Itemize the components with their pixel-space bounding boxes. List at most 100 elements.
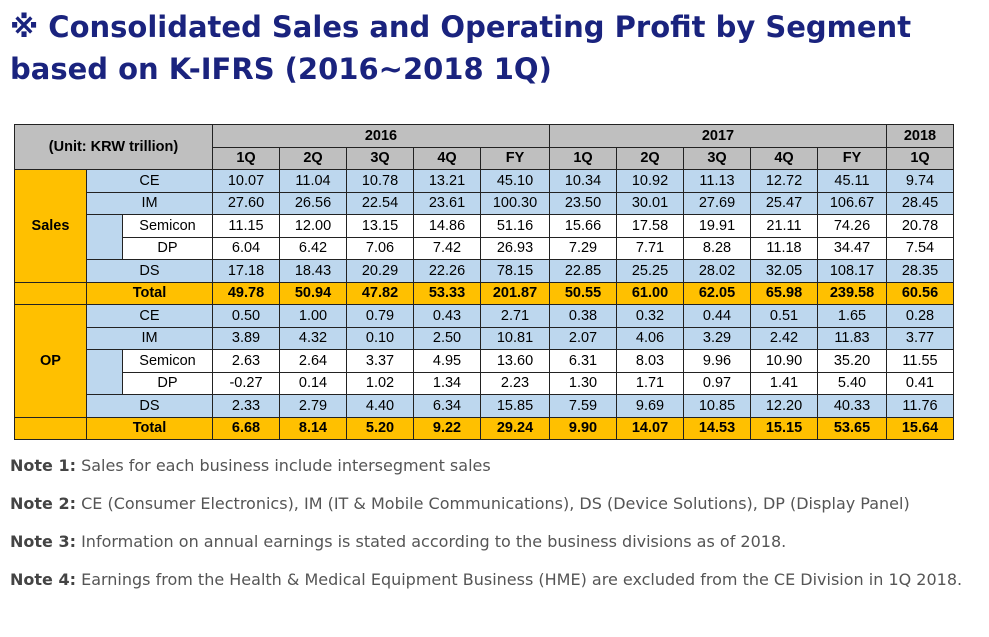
value-cell: 18.43 [279, 259, 347, 283]
period-header: FY [817, 146, 887, 170]
value-cell: 10.92 [616, 169, 684, 193]
value-cell: 106.67 [817, 191, 887, 215]
value-cell: 50.55 [549, 281, 617, 305]
row-label: DS [86, 394, 213, 418]
table-row: DS 17.18 18.43 20.29 22.26 78.15 22.85 25.25 28.… [15, 259, 954, 283]
row-label: DP [122, 236, 213, 260]
value-cell: 1.71 [616, 371, 684, 395]
period-header: 1Q [549, 146, 617, 170]
note-1: Note 1: Sales for each business include … [10, 447, 980, 485]
value-cell: 0.32 [616, 304, 684, 328]
note-label: Note 1: [10, 456, 76, 475]
value-cell: 9.74 [886, 169, 954, 193]
period-header: 1Q [212, 146, 280, 170]
value-cell: 22.85 [549, 259, 617, 283]
table-row: IM 3.89 4.32 0.10 2.50 10.81 2.07 4.06 3.29 2.42 1… [15, 326, 954, 350]
unit-label: (Unit: KRW trillion) [14, 124, 213, 170]
table-row: Semicon 11.15 12.00 13.15 14.86 51.16 15.66 17.… [15, 214, 954, 260]
value-cell: 108.17 [817, 259, 887, 283]
value-cell: 2.63 [212, 349, 280, 373]
table-row: DP 6.04 6.42 7.06 7.42 26.93 7.29 7.71 8.28 11.18… [15, 236, 954, 260]
value-cell: 51.16 [480, 214, 550, 238]
value-cell: 17.58 [616, 214, 684, 238]
total-row: Total 6.68 8.14 5.20 9.22 29.24 9.90 14.07 14.53… [14, 416, 954, 440]
value-cell: 0.44 [683, 304, 751, 328]
value-cell: 27.60 [212, 191, 280, 215]
value-cell: 14.07 [616, 416, 684, 440]
value-cell: 0.41 [886, 371, 954, 395]
note-2: Note 2: CE (Consumer Electronics), IM (I… [10, 485, 980, 523]
table-body: Sales CE 10.07 11.04 10.78 13.21 45.10 10.34 10.… [14, 169, 954, 440]
value-cell: 26.56 [279, 191, 347, 215]
value-cell: 34.47 [817, 236, 887, 260]
value-cell: 11.15 [212, 214, 280, 238]
note-label: Note 2: [10, 494, 76, 513]
value-cell: 28.02 [683, 259, 751, 283]
value-cell: 11.18 [750, 236, 818, 260]
value-cell: 5.20 [346, 416, 414, 440]
value-cell: 9.96 [683, 349, 751, 373]
table-row: IM 27.60 26.56 22.54 23.61 100.30 23.50 30.01 27… [15, 191, 954, 215]
period-header: 4Q [750, 146, 818, 170]
note-label: Note 3: [10, 532, 76, 551]
value-cell: 74.26 [817, 214, 887, 238]
value-cell: 10.07 [212, 169, 280, 193]
value-cell: 19.91 [683, 214, 751, 238]
value-cell: 65.98 [750, 281, 818, 305]
value-cell: -0.27 [212, 371, 280, 395]
value-cell: 8.28 [683, 236, 751, 260]
value-cell: 9.90 [549, 416, 617, 440]
value-cell: 7.06 [346, 236, 414, 260]
value-cell: 28.35 [886, 259, 954, 283]
table-row: OP CE 0.50 1.00 0.79 0.43 2.71 0.38 0.32 0.44 0.51… [14, 304, 954, 418]
period-header: FY [480, 146, 550, 170]
value-cell: 13.60 [480, 349, 550, 373]
value-cell: 0.38 [549, 304, 617, 328]
value-cell: 25.25 [616, 259, 684, 283]
value-cell: 0.51 [750, 304, 818, 328]
value-cell: 21.11 [750, 214, 818, 238]
year-2018: 2018 [886, 124, 954, 148]
value-cell: 45.11 [817, 169, 887, 193]
value-cell: 239.58 [817, 281, 887, 305]
value-cell: 3.77 [886, 326, 954, 350]
value-cell: 60.56 [886, 281, 954, 305]
period-header: 3Q [683, 146, 751, 170]
segment-table: (Unit: KRW trillion) 2016 2017 2018 1Q 2… [14, 124, 954, 440]
value-cell: 0.28 [886, 304, 954, 328]
value-cell: 47.82 [346, 281, 414, 305]
value-cell: 9.69 [616, 394, 684, 418]
blank-cell [14, 281, 87, 305]
note-text: Information on annual earnings is stated… [81, 532, 787, 551]
period-header: 2Q [279, 146, 347, 170]
period-header-row: 1Q 2Q 3Q 4Q FY 1Q 2Q 3Q 4Q FY 1Q [15, 146, 954, 170]
value-cell: 2.42 [750, 326, 818, 350]
value-cell: 8.03 [616, 349, 684, 373]
value-cell: 6.68 [212, 416, 280, 440]
value-cell: 25.47 [750, 191, 818, 215]
ds-subgroup-indent [86, 349, 123, 395]
value-cell: 1.30 [549, 371, 617, 395]
period-header: 1Q [886, 146, 954, 170]
value-cell: 8.14 [279, 416, 347, 440]
value-cell: 1.02 [346, 371, 414, 395]
value-cell: 49.78 [212, 281, 280, 305]
value-cell: 15.15 [750, 416, 818, 440]
value-cell: 5.40 [817, 371, 887, 395]
value-cell: 0.79 [346, 304, 414, 328]
value-cell: 17.18 [212, 259, 280, 283]
value-cell: 2.23 [480, 371, 550, 395]
note-text: Earnings from the Health & Medical Equip… [81, 570, 963, 589]
value-cell: 10.85 [683, 394, 751, 418]
value-cell: 0.50 [212, 304, 280, 328]
value-cell: 1.41 [750, 371, 818, 395]
value-cell: 4.40 [346, 394, 414, 418]
total-row: Total 49.78 50.94 47.82 53.33 201.87 50.55 61.0… [14, 281, 954, 305]
value-cell: 78.15 [480, 259, 550, 283]
value-cell: 7.54 [886, 236, 954, 260]
value-cell: 20.78 [886, 214, 954, 238]
value-cell: 4.32 [279, 326, 347, 350]
table-row: DP -0.27 0.14 1.02 1.34 2.23 1.30 1.71 0.97 1.41 5… [15, 371, 954, 395]
value-cell: 12.00 [279, 214, 347, 238]
value-cell: 2.50 [413, 326, 481, 350]
